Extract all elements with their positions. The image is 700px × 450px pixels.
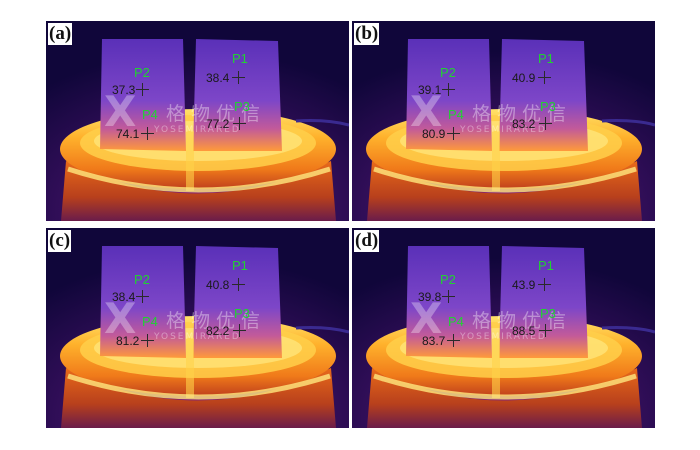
point-p1-value: 40.8 — [206, 278, 230, 292]
point-p2-name: P2 — [134, 272, 150, 287]
watermark-logo: X — [410, 294, 443, 343]
watermark-chinese: 格物优信 — [472, 310, 573, 332]
sample-left — [406, 246, 492, 358]
crosshair-icon — [141, 127, 154, 140]
panel-label: (c) — [48, 230, 72, 252]
cable — [295, 119, 349, 127]
crosshair-icon — [233, 324, 246, 337]
crosshair-icon — [141, 334, 154, 347]
sample-left — [406, 39, 492, 151]
panel-label: (d) — [354, 230, 380, 252]
point-p1-value: 38.4 — [206, 71, 230, 85]
watermark-logo: X — [104, 294, 137, 343]
watermark-english: YOSEMIRARED — [460, 332, 547, 342]
thermal-panel-a: X 格物优信 YOSEMIRARED (a) P2 37.3 P1 38.4 P… — [46, 21, 349, 221]
hot-plate-base — [367, 161, 642, 221]
thermal-scene — [46, 228, 349, 428]
crosshair-icon — [233, 117, 246, 130]
point-p1-value: 43.9 — [512, 278, 536, 292]
crosshair-icon — [538, 71, 551, 84]
thermal-scene — [352, 21, 655, 221]
crosshair-icon — [232, 278, 245, 291]
point-p4-name: P4 — [448, 314, 464, 329]
cable — [601, 326, 655, 334]
point-p1-name: P1 — [232, 258, 248, 273]
crosshair-icon — [232, 71, 245, 84]
thermal-panel-c: X 格物优信 YOSEMIRARED (c) P2 38.4 P1 40.8 P… — [46, 228, 349, 428]
watermark-english: YOSEMIRARED — [154, 332, 241, 342]
panel-label: (b) — [354, 23, 380, 45]
point-p3-name: P3 — [234, 306, 250, 321]
crosshair-icon — [538, 278, 551, 291]
watermark-logo: X — [104, 87, 137, 136]
point-p1-name: P1 — [538, 258, 554, 273]
point-p1-name: P1 — [538, 51, 554, 66]
panel-label: (a) — [48, 23, 73, 45]
crosshair-icon — [136, 290, 149, 303]
point-p3-value: 88.5 — [512, 324, 536, 338]
point-p4-value: 80.9 — [422, 127, 446, 141]
watermark-logo: X — [410, 87, 443, 136]
hot-plate-base — [367, 368, 642, 428]
point-p4-value: 81.2 — [116, 334, 140, 348]
crosshair-icon — [136, 83, 149, 96]
point-p2-name: P2 — [440, 272, 456, 287]
point-p1-value: 40.9 — [512, 71, 536, 85]
sample-right — [499, 246, 588, 358]
point-p2-name: P2 — [440, 65, 456, 80]
crosshair-icon — [447, 334, 460, 347]
watermark-english: YOSEMIRARED — [154, 125, 241, 135]
thermal-scene — [352, 228, 655, 428]
point-p4-name: P4 — [448, 107, 464, 122]
thermal-scene — [46, 21, 349, 221]
point-p4-value: 83.7 — [422, 334, 446, 348]
crosshair-icon — [442, 290, 455, 303]
sample-right — [499, 39, 588, 151]
cable — [601, 119, 655, 127]
point-p2-value: 37.3 — [112, 83, 136, 97]
sample-left — [100, 39, 186, 151]
thermal-panel-d: X 格物优信 YOSEMIRARED (d) P2 39.8 P1 43.9 P… — [352, 228, 655, 428]
point-p3-name: P3 — [234, 99, 250, 114]
watermark-chinese: 格物优信 — [472, 103, 573, 125]
sample-right — [193, 39, 282, 151]
point-p2-value: 39.8 — [418, 290, 442, 304]
point-p4-value: 74.1 — [116, 127, 140, 141]
hot-plate-base — [61, 161, 336, 221]
point-p4-name: P4 — [142, 314, 158, 329]
point-p4-name: P4 — [142, 107, 158, 122]
point-p3-value: 83.2 — [512, 117, 536, 131]
crosshair-icon — [442, 83, 455, 96]
cable — [295, 326, 349, 334]
watermark-english: YOSEMIRARED — [460, 125, 547, 135]
point-p3-name: P3 — [540, 306, 556, 321]
watermark-chinese: 格物优信 — [166, 103, 267, 125]
sample-left — [100, 246, 186, 358]
point-p3-name: P3 — [540, 99, 556, 114]
point-p2-name: P2 — [134, 65, 150, 80]
point-p3-value: 77.2 — [206, 117, 230, 131]
thermal-panel-b: X 格物优信 YOSEMIRARED (b) P2 39.1 P1 40.9 P… — [352, 21, 655, 221]
crosshair-icon — [539, 324, 552, 337]
sample-right — [193, 246, 282, 358]
crosshair-icon — [539, 117, 552, 130]
point-p2-value: 38.4 — [112, 290, 136, 304]
point-p3-value: 82.2 — [206, 324, 230, 338]
watermark-chinese: 格物优信 — [166, 310, 267, 332]
crosshair-icon — [447, 127, 460, 140]
hot-plate-base — [61, 368, 336, 428]
point-p2-value: 39.1 — [418, 83, 442, 97]
point-p1-name: P1 — [232, 51, 248, 66]
